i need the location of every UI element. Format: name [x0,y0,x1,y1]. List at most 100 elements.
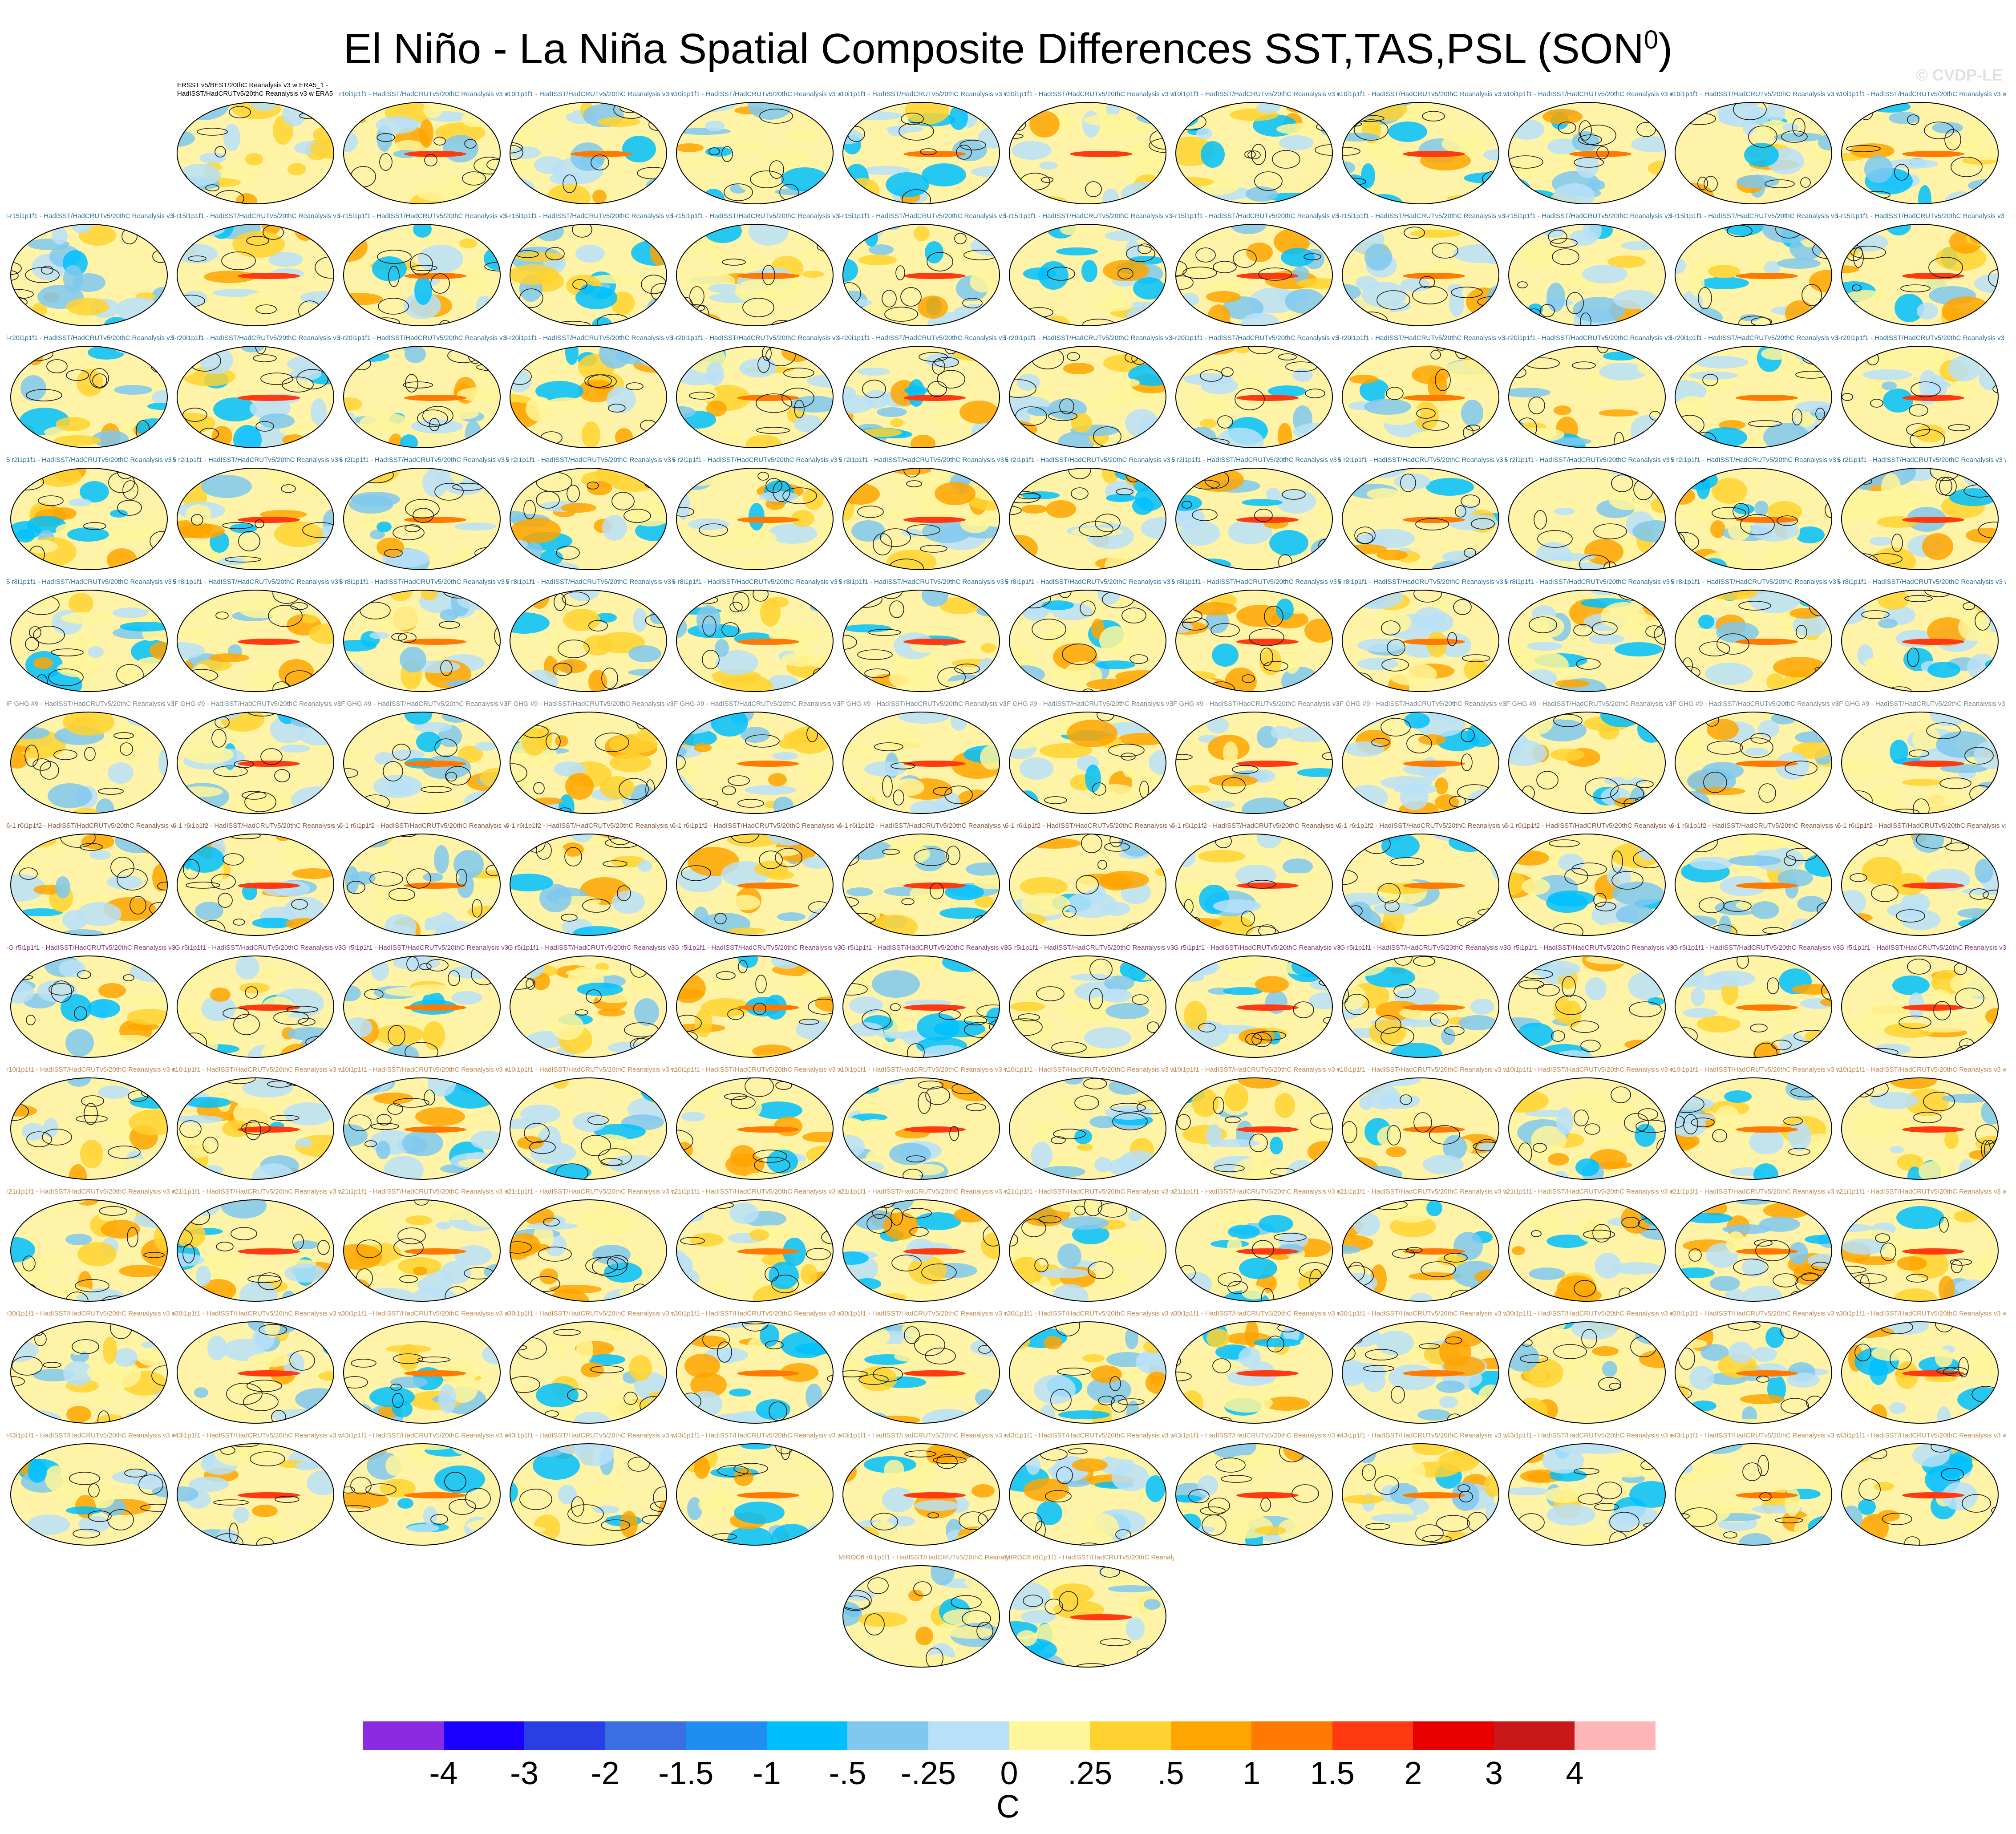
panel-label: 5 r8i1p1f1 - HadISST/HadCRUTv5/20thC Rea… [1837,578,2006,586]
panel-label: r43i1p1f1 - HadISST/HadCRUTv5/20thC Rean… [173,1432,342,1439]
panel-label: 5 r8i1p1f1 - HadISST/HadCRUTv5/20thC Rea… [339,578,508,586]
panel-label: -G r5i1p1f1 - HadISST/HadCRUTv5/20thC Re… [6,944,175,951]
map-panel: 5 r2i1p1f1 - HadISST/HadCRUTv5/20thC Rea… [672,456,841,578]
panel-label: i-r20i1p1f1 - HadISST/HadCRUTv5/20thC Re… [1837,334,2006,342]
map-panel: r21i1p1f1 - HadISST/HadCRUTv5/20thC Rean… [1171,1188,1340,1309]
panel-label: -G r5i1p1f1 - HadISST/HadCRUTv5/20thC Re… [1338,944,1507,951]
panel-label: r43i1p1f1 - HadISST/HadCRUTv5/20thC Rean… [1171,1432,1340,1439]
panel-label: r43i1p1f1 - HadISST/HadCRUTv5/20thC Rean… [1504,1432,1673,1439]
panel-label: r30i1p1f1 - HadISST/HadCRUTv5/20thC Rean… [506,1310,675,1317]
colorbar [363,1721,1656,1750]
robinson-map [10,1077,168,1180]
colorbar-units: C [996,1789,1020,1825]
colorbar-tick: -4 [429,1756,458,1791]
robinson-map [842,590,1000,692]
panel-label: r21i1p1f1 - HadISST/HadCRUTv5/20thC Rean… [1338,1188,1507,1195]
map-panel: i-r15i1p1f1 - HadISST/HadCRUTv5/20thC Re… [1171,212,1340,334]
panel-label: i-r15i1p1f1 - HadISST/HadCRUTv5/20thC Re… [1005,212,1174,220]
colorbar-tick: 2 [1404,1756,1422,1791]
robinson-map [1342,1443,1499,1546]
map-panel: 5 r2i1p1f1 - HadISST/HadCRUTv5/20thC Rea… [1671,456,1840,578]
map-panel: -G r5i1p1f1 - HadISST/HadCRUTv5/20thC Re… [1171,944,1340,1065]
robinson-map [343,102,501,204]
map-panel: i-r20i1p1f1 - HadISST/HadCRUTv5/20thC Re… [1171,334,1340,456]
robinson-map [10,224,168,326]
panel-label: 5 r8i1p1f1 - HadISST/HadCRUTv5/20thC Rea… [506,578,675,586]
robinson-map [842,955,1000,1058]
map-panel: r10i1p1f1 - HadISST/HadCRUTv5/20thC Rean… [838,1066,1008,1187]
panel-label: r30i1p1f1 - HadISST/HadCRUTv5/20thC Rean… [1005,1310,1174,1317]
panel-label: -G r5i1p1f1 - HadISST/HadCRUTv5/20thC Re… [672,944,841,951]
panel-label: r30i1p1f1 - HadISST/HadCRUTv5/20thC Rean… [838,1310,1008,1317]
robinson-map [177,346,334,448]
panel-label: 6-1 r6i1p1f2 - HadISST/HadCRUTv5/20thC R… [1504,822,1673,830]
panel-label: 5 r8i1p1f1 - HadISST/HadCRUTv5/20thC Rea… [1171,578,1340,586]
robinson-map [842,712,1000,814]
panel-label: r10i1p1f1 - HadISST/HadCRUTv5/20thC Rean… [672,90,841,98]
map-panel: IF GHG #9 - HadISST/HadCRUTv5/20thC Rean… [1005,700,1174,822]
panel-label: 6-1 r6i1p1f2 - HadISST/HadCRUTv5/20thC R… [1338,822,1507,830]
map-panel: i-r20i1p1f1 - HadISST/HadCRUTv5/20thC Re… [1504,334,1673,456]
robinson-map [676,1443,834,1546]
map-panel: i-r20i1p1f1 - HadISST/HadCRUTv5/20thC Re… [1671,334,1840,456]
panel-label: r30i1p1f1 - HadISST/HadCRUTv5/20thC Rean… [339,1310,508,1317]
robinson-map [676,834,834,936]
panel-label: -G r5i1p1f1 - HadISST/HadCRUTv5/20thC Re… [1837,944,2006,951]
map-panel: r30i1p1f1 - HadISST/HadCRUTv5/20thC Rean… [339,1310,508,1431]
robinson-map [842,346,1000,448]
map-panel: MIROC6 r8i1p1f1 - HadISST/HadCRUTv5/20th… [838,1554,1008,1675]
map-panel: i-r15i1p1f1 - HadISST/HadCRUTv5/20thC Re… [339,212,508,334]
map-panel: r21i1p1f1 - HadISST/HadCRUTv5/20thC Rean… [6,1188,175,1309]
map-panel: 6-1 r6i1p1f2 - HadISST/HadCRUTv5/20thC R… [1671,822,1840,943]
map-panel: i-r15i1p1f1 - HadISST/HadCRUTv5/20thC Re… [6,212,175,334]
panel-label: i-r20i1p1f1 - HadISST/HadCRUTv5/20thC Re… [838,334,1008,342]
panel-label: r10i1p1f1 - HadISST/HadCRUTv5/20thC Rean… [1338,90,1507,98]
map-panel: i-r15i1p1f1 - HadISST/HadCRUTv5/20thC Re… [1005,212,1174,334]
map-panel: IF GHG #9 - HadISST/HadCRUTv5/20thC Rean… [1671,700,1840,822]
panel-label: r43i1p1f1 - HadISST/HadCRUTv5/20thC Rean… [1338,1432,1507,1439]
map-panel: r10i1p1f1 - HadISST/HadCRUTv5/20thC Rean… [1504,1066,1673,1187]
robinson-map [177,834,334,936]
robinson-map [343,468,501,570]
map-panel: i-r15i1p1f1 - HadISST/HadCRUTv5/20thC Re… [506,212,675,334]
colorbar-swatch [1090,1721,1171,1750]
robinson-map [1675,102,1832,204]
colorbar-swatch [847,1721,928,1750]
colorbar-swatch [1251,1721,1332,1750]
panel-label: 5 r8i1p1f1 - HadISST/HadCRUTv5/20thC Rea… [173,578,342,586]
map-panel: r43i1p1f1 - HadISST/HadCRUTv5/20thC Rean… [6,1432,175,1553]
robinson-map [1342,1199,1499,1302]
robinson-map [1009,1077,1166,1180]
robinson-map [1508,1077,1666,1180]
colorbar-swatch [766,1721,848,1750]
robinson-map [676,712,834,814]
map-panel: 5 r8i1p1f1 - HadISST/HadCRUTv5/20thC Rea… [506,578,675,700]
robinson-map [10,1443,168,1546]
map-panel: -G r5i1p1f1 - HadISST/HadCRUTv5/20thC Re… [1338,944,1507,1065]
map-panel: 5 r8i1p1f1 - HadISST/HadCRUTv5/20thC Rea… [173,578,342,700]
robinson-map [1175,468,1333,570]
map-panel: r30i1p1f1 - HadISST/HadCRUTv5/20thC Rean… [6,1310,175,1431]
panel-label: r10i1p1f1 - HadISST/HadCRUTv5/20thC Rean… [1171,90,1340,98]
robinson-map [1841,955,1999,1058]
panel-label: -G r5i1p1f1 - HadISST/HadCRUTv5/20thC Re… [1171,944,1340,951]
panel-label: i-r20i1p1f1 - HadISST/HadCRUTv5/20thC Re… [339,334,508,342]
robinson-map [1009,712,1166,814]
robinson-map [510,224,667,326]
robinson-map [1009,590,1166,692]
panel-label: 5 r2i1p1f1 - HadISST/HadCRUTv5/20thC Rea… [1504,456,1673,464]
map-panel: 5 r8i1p1f1 - HadISST/HadCRUTv5/20thC Rea… [6,578,175,700]
robinson-map [510,102,667,204]
robinson-map [10,1199,168,1302]
robinson-map [1675,712,1832,814]
map-panel: r43i1p1f1 - HadISST/HadCRUTv5/20thC Rean… [1338,1432,1507,1553]
map-panel: IF GHG #9 - HadISST/HadCRUTv5/20thC Rean… [506,700,675,822]
colorbar-tick: -.25 [900,1756,956,1791]
map-panel: IF GHG #9 - HadISST/HadCRUTv5/20thC Rean… [838,700,1008,822]
robinson-map [177,102,334,204]
robinson-map [676,955,834,1058]
panel-label: r21i1p1f1 - HadISST/HadCRUTv5/20thC Rean… [672,1188,841,1195]
map-panel: r43i1p1f1 - HadISST/HadCRUTv5/20thC Rean… [1837,1432,2006,1553]
panel-label: 5 r2i1p1f1 - HadISST/HadCRUTv5/20thC Rea… [506,456,675,464]
map-panel: IF GHG #9 - HadISST/HadCRUTv5/20thC Rean… [6,700,175,822]
